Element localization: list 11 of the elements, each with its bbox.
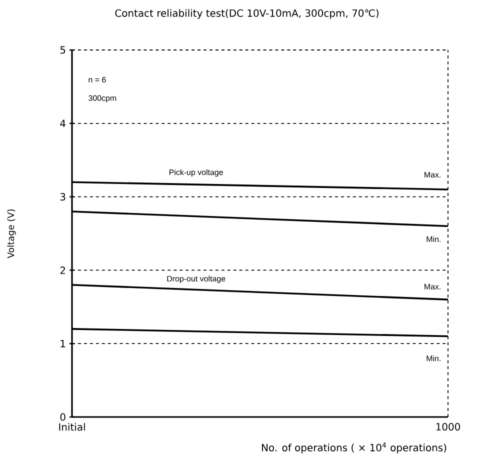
- y-tick-label: 4: [60, 120, 66, 128]
- x-tick-label: Initial: [59, 423, 85, 431]
- y-axis-title: Voltage (V): [7, 209, 16, 258]
- chart-title: Contact reliability test(DC 10V-10mA, 300cpm, 70℃): [115, 9, 378, 19]
- y-tick-label: 1: [60, 340, 66, 348]
- x-tick-label: 1000: [436, 423, 460, 431]
- y-tick-label: 5: [60, 46, 66, 54]
- x-axis-title: No. of operations ( × 10$^{4}$ operations): [262, 442, 446, 454]
- y-tick-label: 2: [60, 266, 65, 274]
- y-tick-label: 0: [60, 413, 66, 421]
- y-tick-label: 3: [60, 193, 66, 201]
